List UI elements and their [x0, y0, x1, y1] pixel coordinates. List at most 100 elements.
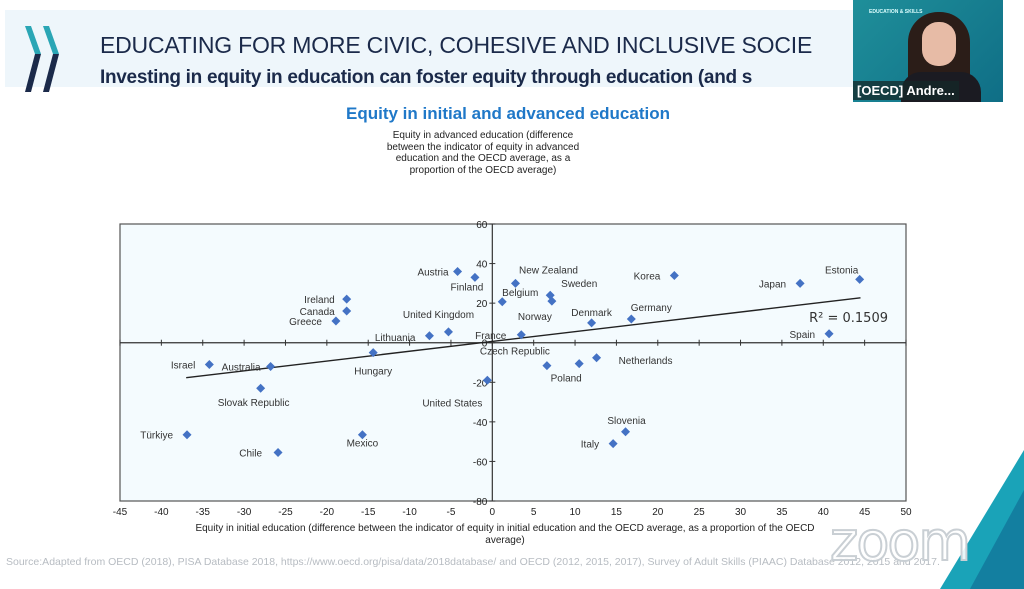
data-point-estonia: [855, 274, 865, 284]
data-point-chile: [273, 448, 283, 458]
source-note: Source:Adapted from OECD (2018), PISA Da…: [6, 556, 940, 568]
slide-header: EDUCATING FOR MORE CIVIC, COHESIVE AND I…: [5, 10, 855, 92]
y-tick-label: -40: [473, 418, 488, 429]
data-point-canada: [342, 306, 352, 316]
point-label: Mexico: [347, 439, 379, 450]
teal-corner-decoration: [940, 450, 1024, 589]
x-tick-label: 40: [818, 507, 830, 518]
data-point-denmark: [587, 318, 597, 328]
x-tick-label: 45: [859, 507, 871, 518]
data-point-poland: [574, 359, 584, 369]
y-tick-label: 20: [476, 299, 488, 310]
point-label: Spain: [789, 330, 815, 341]
data-point-t-rkiye: [182, 430, 192, 440]
data-point-ireland: [342, 294, 352, 304]
point-label: Israel: [171, 360, 195, 371]
point-label: Hungary: [354, 367, 392, 378]
chart-title: Equity in initial and advanced education: [346, 104, 670, 123]
x-tick-label: 35: [776, 507, 788, 518]
data-point-korea: [669, 270, 679, 280]
data-point-finland: [470, 272, 480, 282]
x-tick-label: 20: [652, 507, 664, 518]
data-point-greece: [331, 316, 341, 326]
participant-name: [OECD] Andre...: [853, 81, 959, 100]
point-label: United Kingdom: [403, 310, 474, 321]
point-label: Ireland: [304, 295, 335, 306]
point-label: United States: [422, 398, 482, 409]
point-label: Türkiye: [140, 431, 173, 442]
x-tick-label: -45: [113, 507, 128, 518]
data-point-united-kingdom: [443, 327, 453, 337]
participant-face: [922, 22, 956, 66]
y-tick-label: 40: [476, 260, 488, 271]
x-tick-label: -5: [446, 507, 455, 518]
point-label: Sweden: [561, 279, 597, 290]
data-point-mexico: [357, 430, 367, 440]
x-tick-label: 15: [611, 507, 623, 518]
x-tick-label: 25: [694, 507, 706, 518]
data-point-lithuania: [424, 331, 434, 341]
point-label: Austria: [417, 267, 449, 278]
data-point-australia: [266, 361, 276, 371]
point-label: Belgium: [502, 288, 538, 299]
slide-title: EDUCATING FOR MORE CIVIC, COHESIVE AND I…: [100, 32, 813, 58]
x-axis-title: Equity in initial education (difference …: [195, 523, 815, 546]
data-point-france: [516, 330, 526, 340]
y-tick-label: -20: [473, 378, 488, 389]
participant-video-tile[interactable]: EDUCATION & SKILLS [OECD] Andre...: [853, 0, 1003, 102]
point-label: New Zealand: [519, 265, 578, 276]
x-tick-label: -10: [402, 507, 417, 518]
point-label: Lithuania: [375, 333, 416, 344]
y-tick-label: 60: [476, 220, 488, 231]
point-label: Norway: [518, 312, 552, 323]
data-point-italy: [608, 439, 618, 449]
slide-subtitle: Investing in equity in education can fos…: [100, 67, 753, 88]
point-label: Netherlands: [619, 356, 673, 367]
x-tick-label: 0: [490, 507, 496, 518]
point-label: Poland: [551, 374, 582, 385]
oecd-logo: [25, 26, 59, 92]
point-label: Chile: [239, 449, 262, 460]
point-label: France: [475, 331, 507, 342]
point-label: Greece: [289, 317, 322, 328]
x-tick-label: 50: [900, 507, 912, 518]
point-label: Canada: [300, 307, 335, 318]
point-label: Slovenia: [607, 416, 646, 427]
point-label: Japan: [759, 279, 786, 290]
point-label: Australia: [222, 362, 261, 373]
x-tick-label: -25: [278, 507, 293, 518]
point-label: Denmark: [571, 308, 613, 319]
data-point-belgium: [497, 297, 507, 307]
data-point-israel: [204, 359, 214, 369]
zoom-watermark: zoom: [829, 509, 972, 574]
data-point-japan: [795, 278, 805, 288]
data-point-netherlands: [592, 353, 602, 363]
y-axis-title: Equity in advanced education (difference…: [386, 130, 580, 176]
plot-area: [119, 223, 907, 502]
r-squared-label: R² = 0.1509: [809, 311, 888, 326]
point-label: Slovak Republic: [218, 398, 290, 409]
data-point-germany: [626, 314, 636, 324]
x-tick-label: -40: [154, 507, 169, 518]
point-label: Finland: [451, 282, 484, 293]
data-point-united-states: [482, 375, 492, 385]
data-point-czech-republic: [542, 361, 552, 371]
x-tick-label: -15: [361, 507, 376, 518]
data-point-hungary: [368, 348, 378, 358]
data-point-norway: [547, 296, 557, 306]
y-tick-label: -60: [473, 457, 488, 468]
data-point-slovenia: [621, 427, 631, 437]
point-label: Czech Republic: [480, 347, 550, 358]
x-tick-label: -30: [237, 507, 252, 518]
data-point-spain: [824, 329, 834, 339]
x-tick-label: -35: [196, 507, 211, 518]
data-point-austria: [453, 266, 463, 276]
point-label: Italy: [581, 440, 599, 451]
video-background-brand: EDUCATION & SKILLS: [869, 9, 923, 15]
point-label: Estonia: [825, 265, 859, 276]
point-label: Germany: [631, 303, 672, 314]
y-tick-label: 0: [482, 339, 488, 350]
x-tick-label: -20: [320, 507, 335, 518]
trendline: [186, 297, 861, 379]
x-tick-label: 30: [735, 507, 747, 518]
